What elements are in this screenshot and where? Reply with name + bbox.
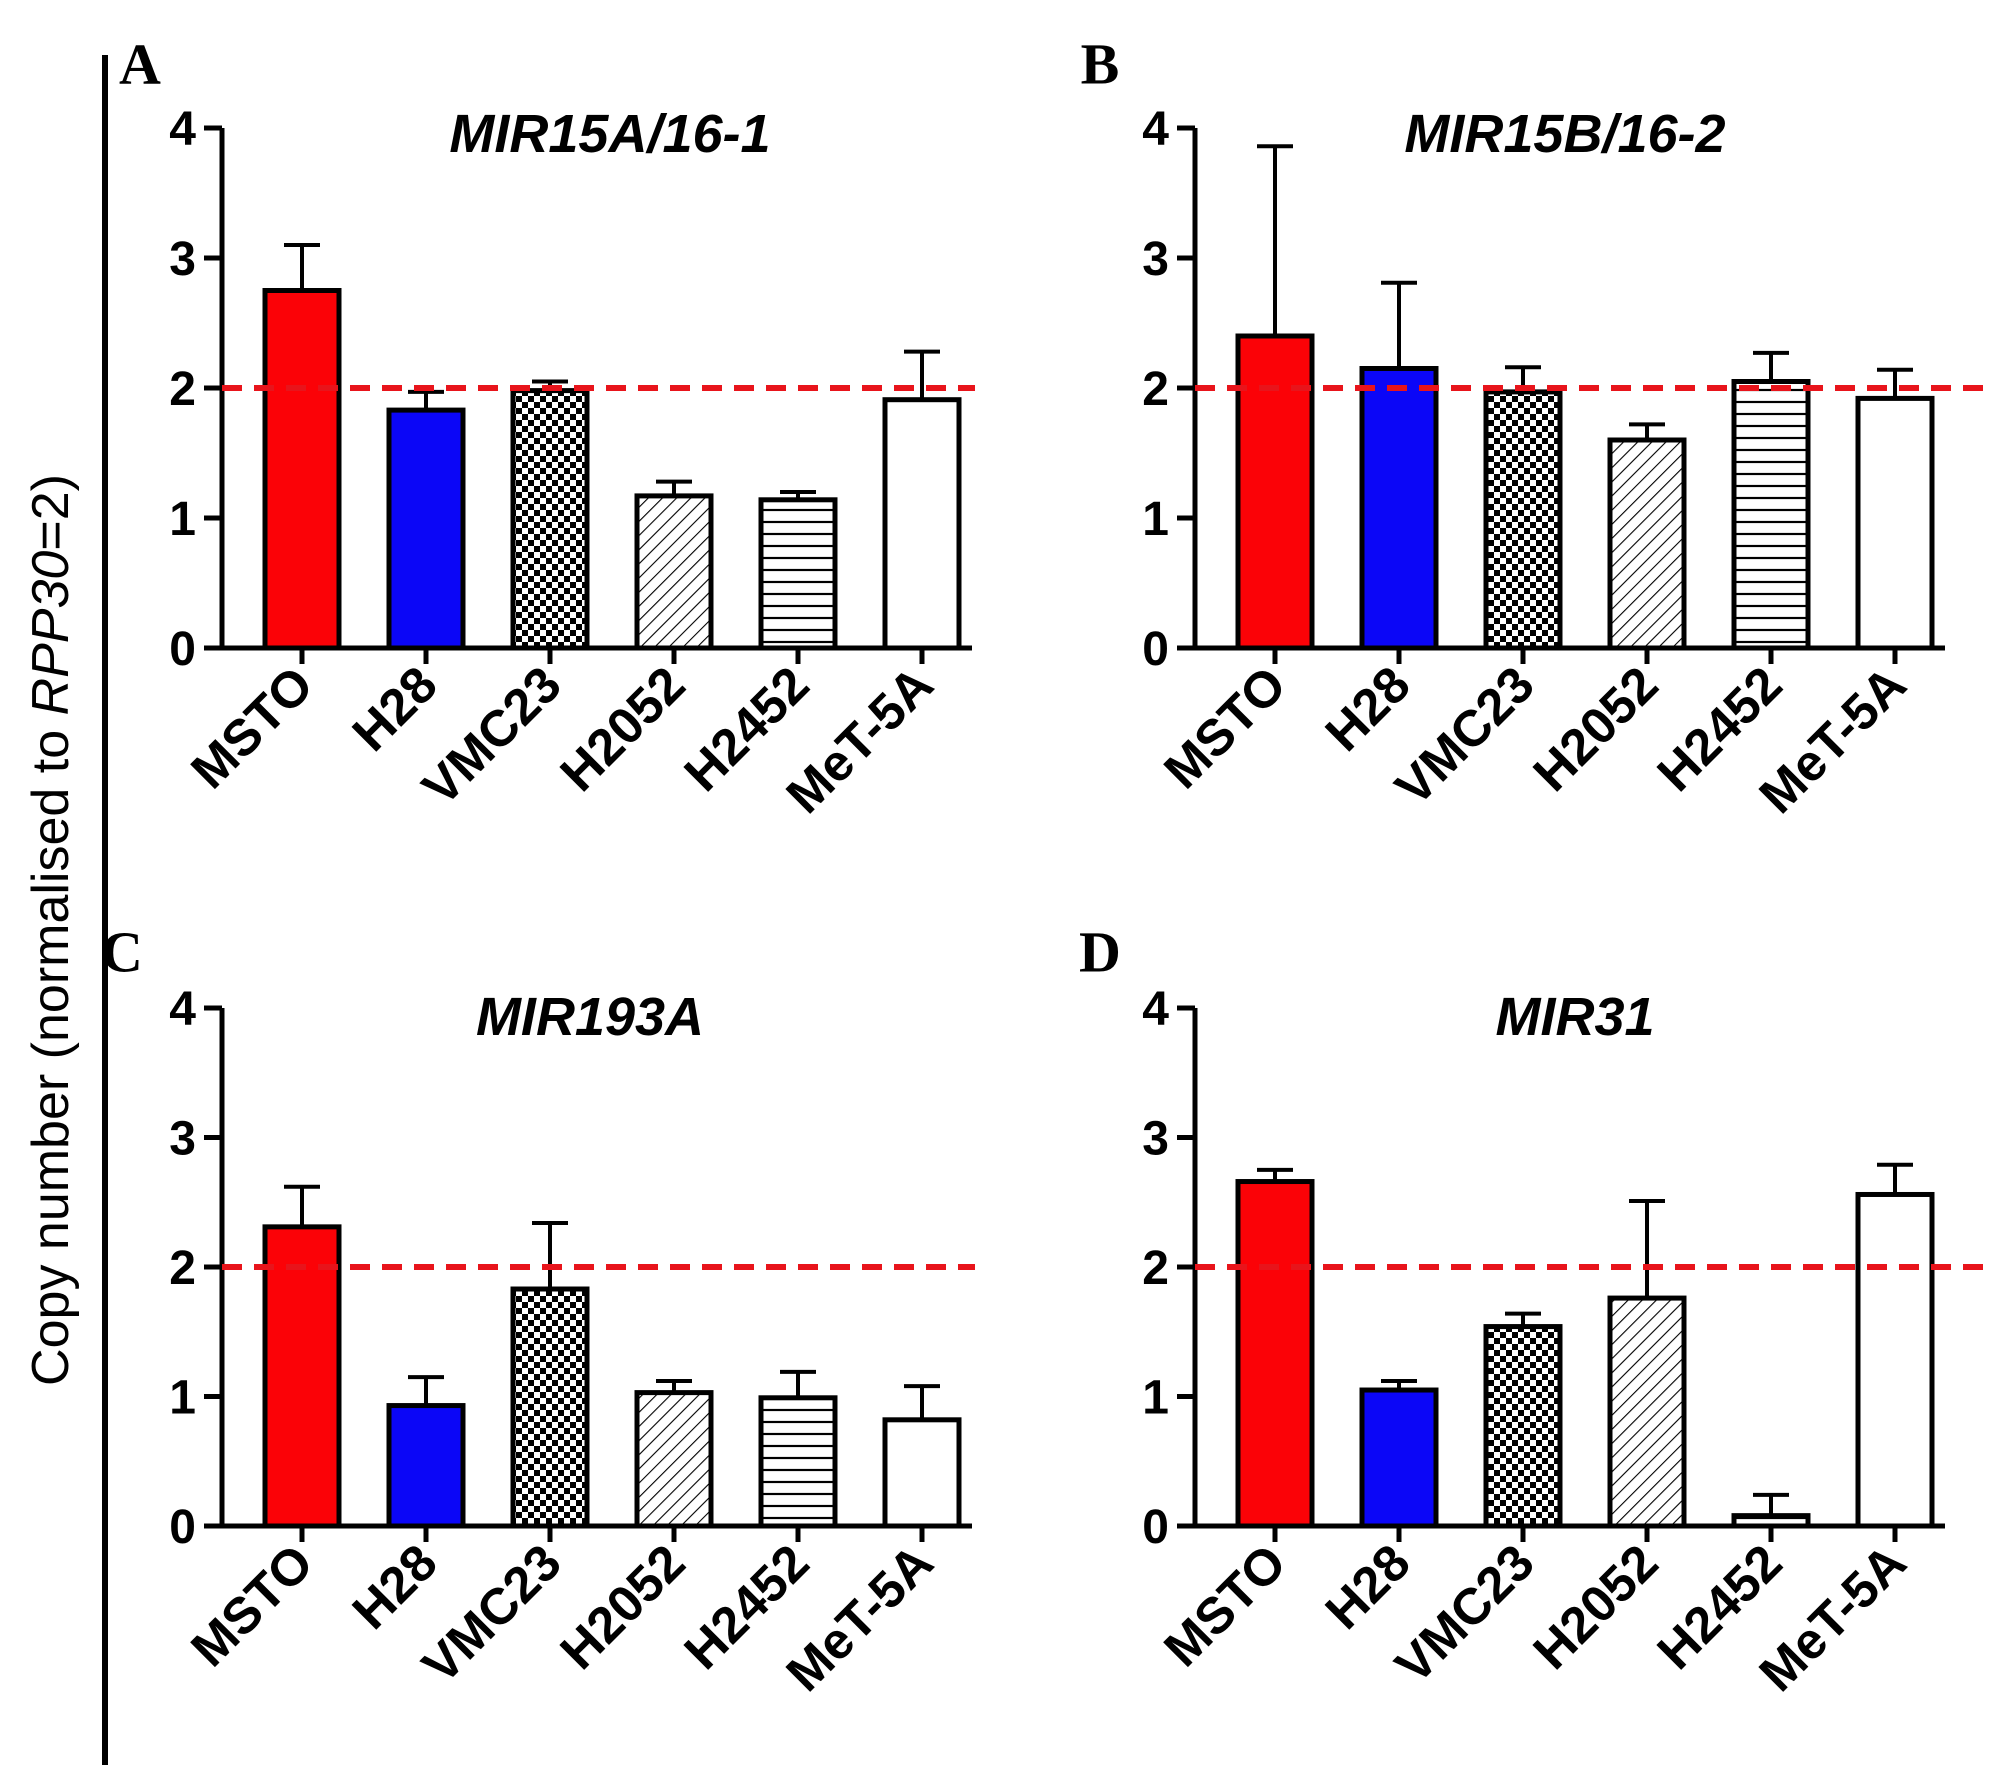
y-tick-label: 3 [169,233,196,286]
bar-vmc23 [510,1286,590,1529]
x-tick-label: MSTO [180,1533,324,1677]
y-tick-label: 3 [169,1113,196,1166]
y-axis-title-gene: RPP30 [22,551,80,716]
y-tick-label: 3 [1142,1113,1169,1166]
bar-msto [262,1224,342,1529]
x-tick-label: H2052 [549,1533,696,1680]
y-axis-title-suffix: =2) [22,474,80,551]
bar-h28 [1359,1387,1439,1529]
y-tick-label: 1 [169,1372,196,1425]
bar-h28 [386,1403,466,1529]
x-tick-label: H28 [1314,655,1420,761]
x-tick-label: VMC23 [1384,1533,1545,1694]
panel-letter: C [101,919,143,984]
y-tick-label: 1 [1142,493,1169,546]
y-tick-label: 0 [1142,1501,1169,1554]
bar-met-5a [1855,1191,1935,1529]
chart-title: MIR15B/16-2 [1404,104,1725,164]
bar-h2452 [758,1395,838,1529]
bar-h2452 [1731,1513,1811,1529]
panel-letter: B [1081,31,1120,96]
x-tick-label: H28 [341,655,447,761]
bar-h2052 [634,1390,714,1529]
bar-h2452 [1731,379,1811,651]
bar-vmc23 [510,388,590,651]
chart-title: MIR15A/16-1 [449,104,770,164]
bar-h28 [386,407,466,651]
y-axis-title-prefix: Copy number (normalised to [22,715,80,1386]
y-tick-label: 4 [1142,103,1169,156]
x-tick-label: VMC23 [1384,655,1545,816]
chart-title: MIR193A [476,987,704,1047]
panel-letter: D [1079,919,1121,984]
bar-vmc23 [1483,1324,1563,1529]
x-tick-label: MSTO [1153,1533,1297,1677]
y-tick-label: 0 [169,1501,196,1554]
bar-vmc23 [1483,389,1563,651]
bar-met-5a [1855,395,1935,651]
bar-h28 [1359,366,1439,651]
y-tick-label: 2 [169,1242,196,1295]
y-tick-label: 2 [169,363,196,416]
x-tick-label: H28 [1314,1533,1420,1639]
y-tick-label: 2 [1142,363,1169,416]
bar-h2052 [1607,1295,1687,1529]
panel-letter: A [119,31,161,96]
bar-msto [262,288,342,651]
y-tick-label: 4 [169,983,196,1036]
x-tick-label: H2052 [549,655,696,802]
y-tick-label: 4 [1142,983,1169,1036]
x-tick-label: H28 [341,1533,447,1639]
y-tick-label: 1 [1142,1372,1169,1425]
x-tick-label: MSTO [180,655,324,799]
bar-msto [1235,333,1315,651]
y-tick-label: 3 [1142,233,1169,286]
bar-met-5a [882,397,962,651]
bar-h2052 [634,493,714,651]
bar-msto [1235,1179,1315,1529]
y-tick-label: 0 [169,623,196,676]
x-tick-label: VMC23 [411,655,572,816]
bar-h2052 [1607,437,1687,651]
x-tick-label: H2052 [1522,655,1669,802]
x-tick-label: VMC23 [411,1533,572,1694]
y-tick-label: 2 [1142,1242,1169,1295]
y-axis-title: Copy number (normalised to RPP30=2) [22,474,80,1386]
x-tick-label: H2052 [1522,1533,1669,1680]
bar-met-5a [882,1417,962,1529]
y-tick-label: 0 [1142,623,1169,676]
y-tick-label: 1 [169,493,196,546]
chart-title: MIR31 [1495,987,1654,1047]
x-tick-label: MSTO [1153,655,1297,799]
y-tick-label: 4 [169,103,196,156]
bar-h2452 [758,497,838,651]
